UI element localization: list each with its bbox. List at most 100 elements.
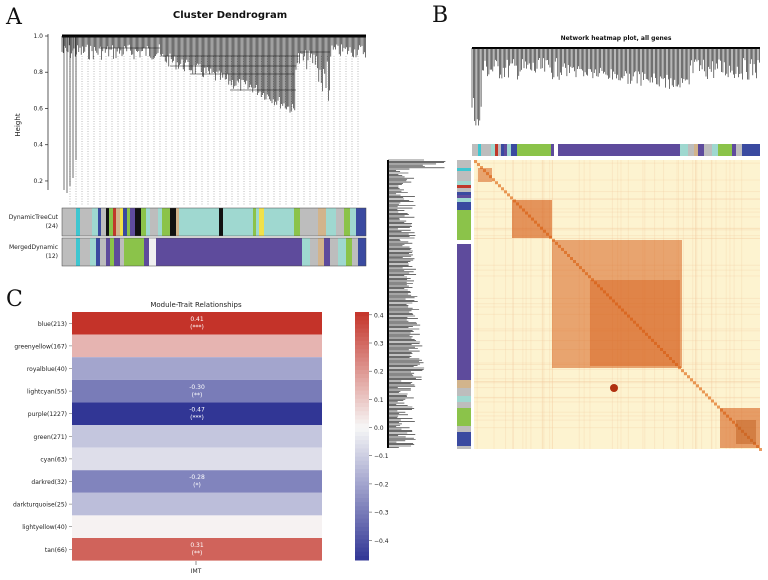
colorbar-step xyxy=(355,510,369,516)
panel-b-top-dendrogram xyxy=(471,47,760,126)
heatmap-cell xyxy=(72,538,322,561)
colorbar-step xyxy=(355,431,369,437)
heatmap-stripe xyxy=(474,228,760,230)
module-color-segment xyxy=(141,208,146,236)
panel-a-ylabel: Height xyxy=(14,113,22,136)
colorbar-step xyxy=(355,452,369,458)
heatmap-diagonal-cell xyxy=(705,393,708,397)
panel-b-left-dendrogram xyxy=(387,159,446,448)
module-color-segment xyxy=(146,208,150,236)
top-module-segment xyxy=(704,144,712,156)
heatmap-stripe xyxy=(474,415,760,417)
module-color-segment xyxy=(127,208,130,236)
y-tick-label: 0.2 xyxy=(33,178,43,185)
panel-a-row1-label: DynamicTreeCut xyxy=(9,214,59,221)
left-module-segment xyxy=(457,160,471,168)
heatmap-diagonal-cell xyxy=(708,396,711,400)
heatmap-stripe xyxy=(474,162,760,164)
colorbar-step xyxy=(355,419,369,425)
cell-correlation-value: -0.30 xyxy=(189,384,205,391)
module-color-segment xyxy=(96,238,100,266)
module-color-segment xyxy=(264,208,294,236)
module-color-segment xyxy=(100,238,106,266)
module-color-segment xyxy=(135,208,141,236)
heatmap-stripe xyxy=(512,160,514,449)
colorbar-step xyxy=(355,407,369,412)
module-color-segment xyxy=(124,238,144,266)
heatmap-stripe xyxy=(474,216,760,218)
module-color-segment xyxy=(330,238,338,266)
colorbar-step xyxy=(355,464,369,470)
colorbar-step xyxy=(355,498,369,503)
heatmap-stripe xyxy=(692,160,694,449)
left-module-segment xyxy=(457,185,471,188)
left-module-segment xyxy=(457,168,471,171)
module-color-segment xyxy=(106,238,110,266)
module-row-label: lightcyan(55) xyxy=(27,389,67,396)
module-color-segment xyxy=(352,238,358,266)
colorbar-step xyxy=(355,378,369,383)
cell-correlation-value: 0.31 xyxy=(190,542,204,549)
top-module-segment xyxy=(551,144,554,156)
colorbar-step xyxy=(355,473,369,478)
colorbar-step xyxy=(355,506,369,511)
module-color-segment xyxy=(324,238,330,266)
panel-a-row2-label: MergedDynamic xyxy=(9,244,58,251)
heatmap-stripe xyxy=(474,198,760,200)
heatmap-stripe xyxy=(715,160,717,449)
panel-c-colorbar-ticks: 0.4 0.3 0.2 0.1 0.0 −0.1 −0.2 −0.3 −0.4 xyxy=(369,312,389,545)
heatmap-stripe xyxy=(741,160,743,449)
top-module-segment xyxy=(491,144,495,156)
colorbar-step xyxy=(355,386,369,392)
left-module-segment xyxy=(457,181,471,185)
left-module-segment xyxy=(457,408,471,426)
heatmap-stripe xyxy=(474,396,760,398)
colorbar-step xyxy=(355,382,369,387)
module-color-segment xyxy=(130,208,135,236)
module-color-segment xyxy=(114,238,120,266)
colorbar-step xyxy=(355,440,369,445)
panel-a-letter: A xyxy=(5,5,23,30)
heatmap-stripe xyxy=(474,179,760,181)
colorbar-step xyxy=(355,543,369,549)
module-row-label: purple(1227) xyxy=(28,411,67,418)
module-row-label: cyan(63) xyxy=(40,456,67,463)
module-color-segment xyxy=(62,208,76,236)
module-color-segment xyxy=(101,208,106,236)
heatmap-stripe xyxy=(474,208,760,210)
colorbar-step xyxy=(355,365,369,371)
colorbar-step xyxy=(355,312,369,317)
colorbar-step xyxy=(355,316,369,321)
panel-b-title: Network heatmap plot, all genes xyxy=(561,35,672,42)
top-module-segment xyxy=(736,144,742,156)
top-module-segment xyxy=(507,144,511,156)
heatmap-stripe xyxy=(474,229,760,231)
panel-b-letter: B xyxy=(432,3,448,28)
panel-a-title: Cluster Dendrogram xyxy=(173,10,287,21)
module-row-label: darkred(32) xyxy=(31,479,67,486)
panel-c-heatmap-cells xyxy=(72,312,322,561)
module-color-segment xyxy=(223,208,253,236)
panel-c-module-trait: C Module-Trait Relationships blue(213) gr… xyxy=(6,287,389,575)
heatmap-stripe xyxy=(543,160,545,449)
heatmap-diagonal-cell xyxy=(504,190,507,194)
colorbar-step xyxy=(355,349,369,354)
heatmap-stripe xyxy=(525,160,527,449)
heatmap-stripe xyxy=(474,237,760,239)
heatmap-stripe xyxy=(725,160,727,449)
colorbar-step xyxy=(355,324,369,330)
heatmap-stripe xyxy=(695,160,697,449)
heatmap-diagonal-cell xyxy=(702,390,705,394)
module-color-segment xyxy=(179,208,219,236)
colorbar-step xyxy=(355,444,369,449)
heatmap-stripe xyxy=(474,191,760,193)
colorbar-step xyxy=(355,489,369,495)
colorbar-step xyxy=(355,357,369,363)
heatmap-stripe xyxy=(474,381,760,383)
colorbar-tick-label: −0.4 xyxy=(374,538,389,545)
heatmap-diagonal-cell xyxy=(510,196,513,200)
heatmap-cell xyxy=(72,447,322,471)
heatmap-stripe xyxy=(474,401,760,403)
module-color-segment xyxy=(326,208,336,236)
